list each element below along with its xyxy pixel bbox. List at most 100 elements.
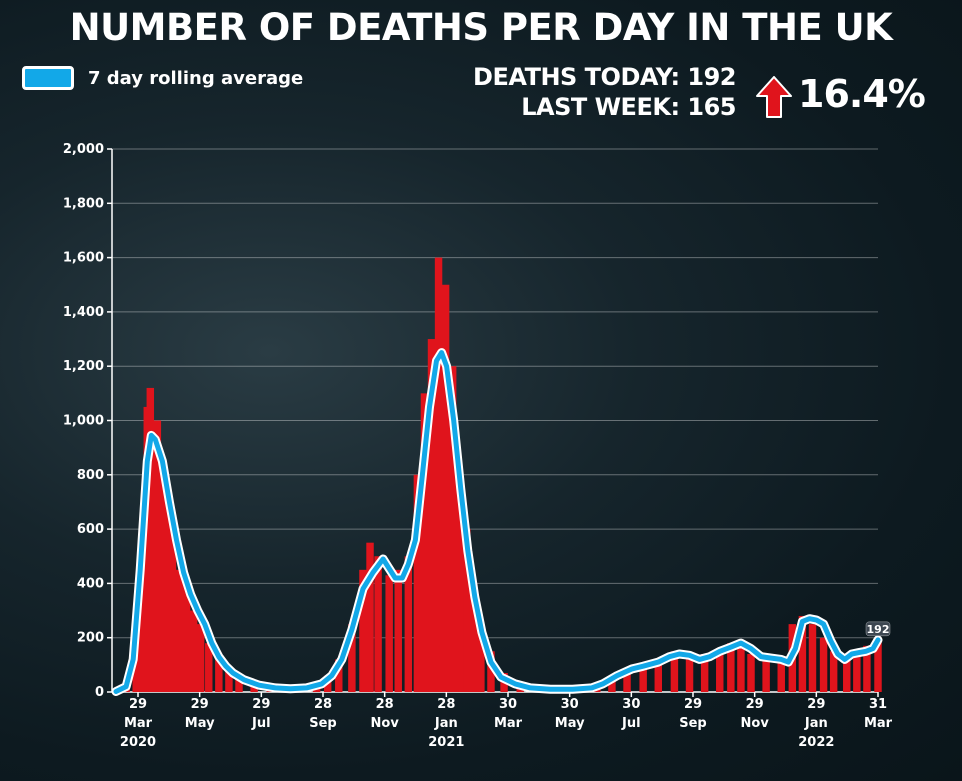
bar — [874, 639, 882, 692]
x-tick-label: 29 — [191, 697, 209, 712]
bar — [420, 393, 429, 692]
x-tick-label: 29 — [746, 697, 764, 712]
bar — [777, 659, 785, 692]
bar — [448, 366, 457, 692]
bar — [487, 651, 495, 692]
bar — [359, 569, 367, 692]
x-tick-label: 29 — [129, 697, 147, 712]
bar — [477, 624, 485, 692]
y-tick-label: 0 — [95, 685, 104, 700]
bar — [168, 529, 177, 692]
bar — [139, 529, 147, 692]
x-tick-label: May — [185, 716, 215, 731]
bar — [747, 653, 755, 692]
bar — [727, 643, 735, 692]
bar — [335, 659, 343, 692]
bar — [762, 656, 770, 692]
last-week-text: LAST WEEK: 165 — [521, 93, 736, 121]
x-tick-label: 30 — [622, 697, 640, 712]
y-tick-label: 400 — [77, 576, 104, 591]
x-tick-label: 31 — [869, 697, 887, 712]
gridlines — [112, 148, 878, 693]
bar — [153, 420, 162, 692]
y-tick-label: 1,400 — [63, 305, 104, 320]
y-tick-label: 600 — [77, 522, 104, 537]
y-tick-label: 800 — [77, 468, 104, 483]
bar — [623, 670, 631, 692]
bar — [404, 556, 413, 692]
rolling-average-line — [111, 348, 883, 696]
bar — [829, 651, 838, 692]
bar — [670, 651, 679, 692]
bar — [853, 651, 861, 692]
bar — [182, 583, 191, 692]
bar — [685, 656, 694, 692]
x-tick-label: May — [555, 716, 585, 731]
x-tick-label: Jan — [804, 716, 828, 731]
x-tick-label: Nov — [371, 716, 400, 731]
x-tick-label: Jul — [621, 716, 641, 731]
bar — [427, 339, 436, 692]
bar — [235, 678, 243, 692]
rolling-average-series — [113, 350, 881, 694]
x-tick-label: Nov — [741, 716, 770, 731]
x-tick-label: Jul — [251, 716, 271, 731]
y-tick-label: 1,800 — [63, 196, 104, 211]
y-tick-label: 1,600 — [63, 251, 104, 266]
bar — [700, 653, 709, 692]
legend: 7 day rolling average — [22, 66, 303, 90]
annotation-label: 192 — [867, 623, 890, 636]
bar — [819, 637, 828, 692]
bar — [798, 615, 807, 692]
x-tick-label: Mar — [494, 716, 523, 731]
bar — [470, 583, 478, 692]
y-tick-label: 1,000 — [63, 414, 104, 429]
bar — [215, 659, 223, 692]
bars — [112, 257, 882, 692]
bar — [348, 624, 356, 692]
bar — [843, 653, 851, 692]
bar — [455, 474, 464, 692]
x-axis: 29 Mar 2020 29 May 29 Jul 28 Sep 28 Nov 28 Jan 2021 30… — [120, 692, 893, 750]
deaths-today-text: DEATHS TODAY: 192 — [473, 63, 736, 91]
bar — [463, 529, 471, 692]
x-tick-label: 29 — [684, 697, 702, 712]
x-tick-label: 28 — [314, 697, 332, 712]
bar — [639, 664, 647, 692]
x-tick-label: 2022 — [798, 735, 834, 750]
percent-change: 16.4% — [798, 72, 926, 116]
x-tick-label: 28 — [437, 697, 455, 712]
bar — [808, 624, 817, 692]
rolling-average-outline — [111, 348, 883, 696]
x-tick-label: 30 — [499, 697, 517, 712]
chart-title: NUMBER OF DEATHS PER DAY IN THE UK — [69, 6, 893, 49]
y-tick-label: 2,000 — [63, 142, 104, 157]
bar — [205, 643, 213, 692]
x-tick-label: Sep — [309, 716, 337, 731]
bar — [366, 542, 374, 692]
y-tick-label: 1,200 — [63, 359, 104, 374]
x-tick-label: 29 — [252, 697, 270, 712]
x-tick-label: 29 — [807, 697, 825, 712]
bar — [413, 474, 422, 692]
bar — [608, 678, 616, 692]
x-tick-label: 28 — [376, 697, 394, 712]
up-arrow-icon — [756, 76, 792, 118]
x-tick-label: Jan — [434, 716, 458, 731]
legend-label: 7 day rolling average — [88, 67, 304, 89]
bar — [157, 461, 166, 692]
y-tick-label: 200 — [77, 631, 104, 646]
bar — [716, 648, 724, 692]
legend-swatch — [22, 66, 74, 90]
stats-block: DEATHS TODAY: 192 LAST WEEK: 165 — [470, 62, 736, 122]
bar — [146, 387, 155, 692]
bar — [434, 257, 443, 692]
x-tick-label: Mar — [124, 716, 153, 731]
x-tick-label: Mar — [864, 716, 893, 731]
bar — [374, 556, 382, 692]
bar — [196, 624, 205, 692]
bar — [654, 659, 663, 692]
bar — [737, 648, 745, 692]
x-tick-label: 2020 — [120, 735, 156, 750]
